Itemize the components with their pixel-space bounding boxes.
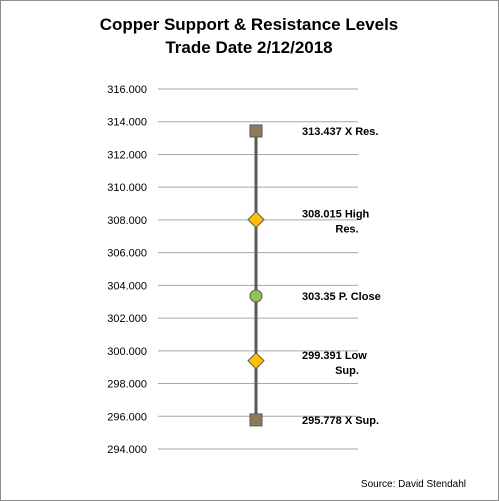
y-tick-label: 298.000 (107, 379, 147, 391)
chart-title: Copper Support & Resistance Levels (100, 15, 399, 34)
y-tick-label: 306.000 (107, 248, 147, 260)
square-marker (249, 413, 263, 427)
y-tick-label: 300.000 (107, 346, 147, 358)
y-tick-label: 296.000 (107, 411, 147, 423)
y-tick-label: 304.000 (107, 280, 147, 292)
y-tick-label: 308.000 (107, 215, 147, 227)
data-labels: 313.437 X Res. 308.015 High Res. 303.35 P. … (302, 126, 381, 427)
diamond-marker (247, 352, 265, 370)
y-tick-label: 302.000 (107, 313, 147, 325)
data-label: 313.437 X Res. (302, 126, 378, 138)
data-label: 299.391 Low (302, 350, 367, 362)
source-note: Source: David Stendahl (361, 479, 466, 490)
data-label: Res. (335, 224, 358, 236)
diamond-marker (247, 210, 265, 229)
circle-marker (249, 289, 263, 303)
data-series (247, 124, 265, 427)
data-label: 295.778 X Sup. (302, 415, 379, 427)
data-label: Sup. (335, 365, 359, 377)
y-tick-label: 294.000 (107, 444, 147, 456)
data-label: 303.35 P. Close (302, 291, 381, 303)
gridlines (158, 88, 358, 450)
y-axis-tick-labels: 316.000 314.000 312.000 310.000 308.000 306.0… (107, 84, 147, 456)
data-label: 308.015 High (302, 209, 370, 221)
chart-subtitle: Trade Date 2/12/2018 (165, 38, 332, 57)
y-tick-label: 312.000 (107, 149, 147, 161)
y-tick-label: 310.000 (107, 182, 147, 194)
y-tick-label: 316.000 (107, 84, 147, 96)
square-marker (249, 124, 263, 138)
y-tick-label: 314.000 (107, 117, 147, 129)
